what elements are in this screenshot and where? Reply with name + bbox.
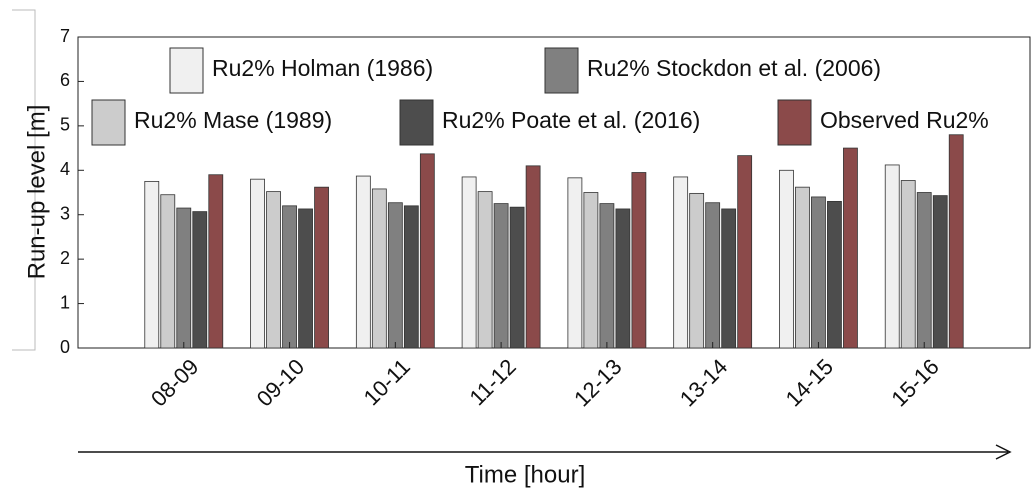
x-tick-label: 09-10 xyxy=(252,354,309,411)
bar xyxy=(795,186,810,349)
x-tick-label: 13-14 xyxy=(675,354,732,411)
bar xyxy=(509,206,525,349)
bar xyxy=(843,147,858,349)
legend-swatch xyxy=(544,47,579,94)
bar xyxy=(477,191,493,349)
bar xyxy=(250,178,265,349)
y-tick-label: 0 xyxy=(60,337,70,357)
bar xyxy=(737,155,753,349)
x-tick-label: 08-09 xyxy=(146,354,203,411)
bar xyxy=(705,202,721,349)
x-tick-label: 10-11 xyxy=(359,354,415,410)
legend-swatch xyxy=(91,99,126,146)
bar xyxy=(160,194,176,349)
bar xyxy=(631,172,647,349)
x-tick-label: 14-15 xyxy=(781,354,838,411)
bar xyxy=(811,196,826,349)
x-tick-label: 12-13 xyxy=(569,354,626,411)
bar xyxy=(461,176,477,349)
y-tick-label: 6 xyxy=(60,70,70,90)
legend-label: Ru2% Mase (1989) xyxy=(134,107,332,133)
bar xyxy=(355,175,371,349)
legend-swatch xyxy=(777,99,812,146)
bar xyxy=(314,186,329,349)
bar xyxy=(615,208,631,349)
bar xyxy=(403,205,419,349)
bar xyxy=(779,169,794,349)
bar xyxy=(298,208,313,349)
bar xyxy=(583,192,599,349)
legend-swatch xyxy=(169,47,204,94)
legend-label: Ru2% Stockdon et al. (2006) xyxy=(587,55,881,81)
bar xyxy=(387,202,403,349)
bar xyxy=(932,195,948,349)
x-axis-title: Time [hour] xyxy=(465,461,585,488)
bar xyxy=(673,176,689,349)
y-tick-label: 1 xyxy=(60,292,70,312)
bar xyxy=(599,203,615,349)
time-arrow-head xyxy=(995,444,1012,460)
bar xyxy=(266,191,281,349)
legend-label: Ru2% Poate et al. (2016) xyxy=(442,107,700,133)
bar xyxy=(144,180,160,349)
y-tick-label: 3 xyxy=(60,203,70,223)
bar xyxy=(282,205,297,349)
x-tick-label: 15-16 xyxy=(886,354,943,411)
legend-label: Observed Ru2% xyxy=(820,107,989,133)
bar xyxy=(176,207,192,349)
bar xyxy=(884,164,900,349)
bar xyxy=(721,208,737,349)
bar xyxy=(192,211,208,349)
y-tick-label: 2 xyxy=(60,248,70,268)
bar xyxy=(900,180,916,349)
bar xyxy=(371,188,387,349)
bar xyxy=(567,177,583,349)
y-tick-label: 4 xyxy=(60,159,70,179)
legend-swatch xyxy=(399,99,434,146)
bar xyxy=(493,203,509,349)
bracket-decoration xyxy=(12,9,36,351)
bar xyxy=(525,165,541,349)
bar xyxy=(208,174,224,349)
bar xyxy=(689,192,705,349)
y-tick-label: 7 xyxy=(60,26,70,46)
legend-label: Ru2% Holman (1986) xyxy=(212,55,433,81)
y-axis-title: Run-up level [m] xyxy=(23,105,50,280)
bar xyxy=(419,153,435,349)
bar xyxy=(916,192,932,349)
bar xyxy=(827,200,842,349)
plot-frame xyxy=(77,36,1031,349)
y-tick-label: 5 xyxy=(60,115,70,135)
bar xyxy=(948,134,964,349)
x-tick-label: 11-12 xyxy=(464,354,520,410)
